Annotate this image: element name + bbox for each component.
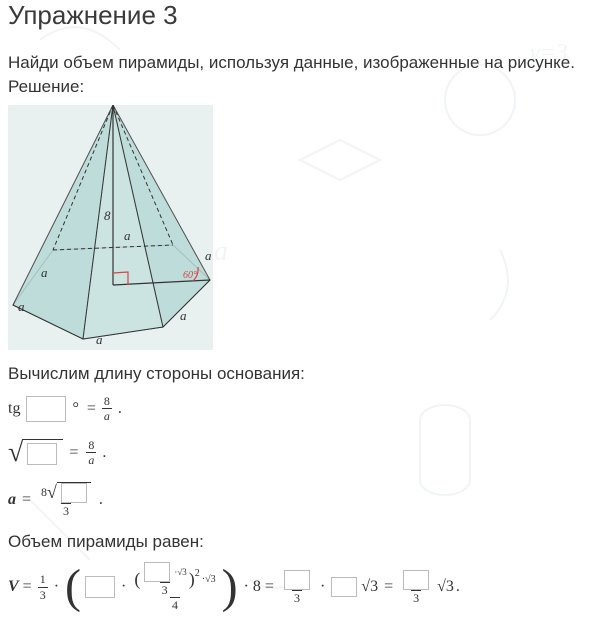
one: 1 xyxy=(38,572,48,586)
three-2: 3 xyxy=(292,590,302,605)
fraction-8-over-a: 8 a xyxy=(102,394,112,424)
dot-1: · xyxy=(54,578,59,596)
mult-input[interactable] xyxy=(331,577,357,597)
numerator: 8 √ xyxy=(39,482,93,503)
tg-symbol: tg xyxy=(8,400,20,418)
period: . xyxy=(99,491,103,509)
exercise-title: Упражнение 3 xyxy=(8,0,583,31)
final-period: . xyxy=(456,578,460,596)
var-a: a xyxy=(8,491,16,509)
square-exp: 2 xyxy=(195,568,200,580)
numerator: 8 xyxy=(102,394,112,408)
dot-2: · xyxy=(244,578,249,596)
solution-label: Решение: xyxy=(8,77,583,97)
equals-3: = xyxy=(384,578,393,596)
sqrt3-b: √3 xyxy=(361,578,378,596)
svg-text:a: a xyxy=(96,332,103,347)
n-sides-input[interactable] xyxy=(85,576,115,598)
sqrt-expr xyxy=(8,439,63,467)
equals: = xyxy=(69,444,78,462)
svg-text:a: a xyxy=(18,299,25,314)
pyramid-diagram: 8 a a a a a a 60° xyxy=(8,105,213,350)
numerator: 8 xyxy=(86,438,96,452)
outer-den: 4 xyxy=(170,597,180,612)
inner-den1: 3 xyxy=(160,582,170,597)
exercise-prompt: Найди объем пирамиды, используя данные, … xyxy=(8,53,583,73)
svg-text:a: a xyxy=(124,228,131,243)
math-line-2: = 8 a . xyxy=(8,438,583,468)
period: . xyxy=(102,444,106,462)
sqrt-a-input[interactable] xyxy=(61,483,87,503)
final-num-input[interactable] xyxy=(403,570,429,590)
inner-big-frac: ( ·√3 3 ) 2 ·√3 4 xyxy=(132,562,217,613)
inner-num: ( ·√3 3 ) 2 ·√3 xyxy=(132,562,217,597)
math-line-1: tg ° = 8 a . xyxy=(8,394,583,424)
frac-blank-3: 3 xyxy=(280,570,314,605)
dot-1b: · xyxy=(121,578,126,596)
degree-symbol: ° xyxy=(72,400,78,418)
calc-step-1-label: Вычислим длину стороны основания: xyxy=(8,364,583,384)
three-3: 3 xyxy=(411,590,421,605)
equals: = xyxy=(22,491,31,509)
fraction-a-value: 8 √ 3 xyxy=(39,482,93,518)
denominator: a xyxy=(86,452,96,467)
denominator: a xyxy=(102,408,112,423)
res-num-input[interactable] xyxy=(284,570,310,590)
frac-1-3: 1 3 xyxy=(38,572,48,602)
three: 3 xyxy=(38,587,48,602)
math-line-4: V = 1 3 · ( · ( ·√3 3 ) 2 ·√3 xyxy=(8,562,583,613)
calc-step-2-label: Объем пирамиды равен: xyxy=(8,532,583,552)
svg-text:a: a xyxy=(41,265,48,280)
math-line-3: a = 8 √ 3 . xyxy=(8,482,583,518)
svg-text:a: a xyxy=(205,248,212,263)
inner-blank[interactable] xyxy=(144,562,170,582)
svg-text:60°: 60° xyxy=(183,270,197,281)
var-V: V xyxy=(8,578,19,596)
sqrt-input[interactable] xyxy=(27,443,57,465)
eight: 8 xyxy=(253,578,261,596)
paren-close: ) xyxy=(222,563,238,611)
paren-open: ( xyxy=(65,563,81,611)
equals-2: = xyxy=(265,578,274,596)
equals: = xyxy=(23,578,32,596)
svg-text:a: a xyxy=(180,308,187,323)
angle-input[interactable] xyxy=(26,396,66,422)
fraction-8-over-a-2: 8 a xyxy=(86,438,96,468)
sqrt3-c: √3 xyxy=(437,578,454,596)
period: . xyxy=(118,400,122,418)
svg-text:8: 8 xyxy=(104,208,111,223)
dot-3: · xyxy=(320,578,325,596)
equals: = xyxy=(87,400,96,418)
denominator: 3 xyxy=(61,503,71,518)
frac-final: 3 xyxy=(399,570,433,605)
